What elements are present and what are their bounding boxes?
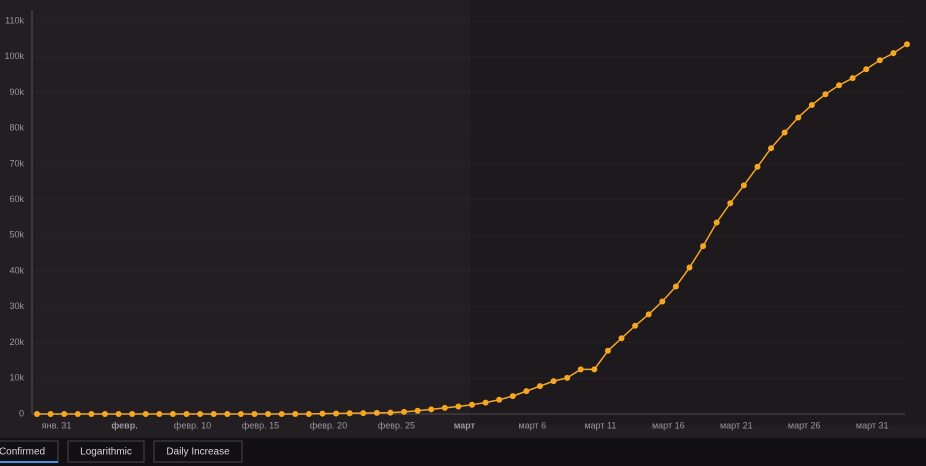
x-tick-label: февр. 25 xyxy=(378,420,415,430)
marker xyxy=(509,393,516,400)
marker xyxy=(373,409,380,416)
tab-label[interactable]: Confirmed xyxy=(0,447,45,458)
marker xyxy=(536,383,543,390)
x-tick-label: февр. 10 xyxy=(174,420,211,430)
x-tick-label: февр. xyxy=(111,420,137,430)
y-tick-label: 30k xyxy=(9,301,24,311)
y-tick-label: 50k xyxy=(9,230,24,240)
marker xyxy=(469,401,475,408)
marker xyxy=(550,378,557,385)
y-tick-label: 100k xyxy=(4,51,24,61)
marker xyxy=(863,66,870,73)
marker xyxy=(768,145,775,152)
marker xyxy=(795,114,802,121)
marker xyxy=(346,410,353,417)
marker xyxy=(876,57,883,64)
y-tick-label: 60k xyxy=(9,194,24,204)
x-tick-label: март 11 xyxy=(584,420,616,430)
marker xyxy=(836,82,843,89)
y-tick-label: 70k xyxy=(9,158,24,168)
marker xyxy=(197,411,204,417)
marker xyxy=(251,411,258,417)
y-tick-label: 0 xyxy=(19,408,24,418)
marker xyxy=(101,411,108,417)
marker xyxy=(74,411,81,417)
x-tick-label: март 31 xyxy=(856,420,889,430)
x-tick-label: февр. 15 xyxy=(242,420,279,430)
x-tick-label: янв. 31 xyxy=(42,420,72,430)
marker xyxy=(34,411,40,417)
marker xyxy=(618,335,625,342)
tab-button[interactable] xyxy=(153,440,243,463)
marker xyxy=(319,410,326,417)
marker xyxy=(672,283,679,290)
marker xyxy=(401,408,408,415)
marker xyxy=(455,403,462,410)
marker xyxy=(808,101,815,108)
marker xyxy=(523,388,530,395)
x-tick-label: март 16 xyxy=(652,420,685,430)
x-tick-label: март 6 xyxy=(519,420,547,430)
marker xyxy=(686,264,693,271)
marker xyxy=(224,411,231,417)
marker xyxy=(129,411,136,417)
tabs: Confirmed Logarithmic Daily Increase xyxy=(0,440,243,463)
marker xyxy=(577,366,584,373)
marker xyxy=(156,411,163,417)
marker xyxy=(890,50,897,57)
marker xyxy=(47,411,54,417)
x-tick-label: март xyxy=(454,420,476,430)
y-tick-label: 10k xyxy=(9,373,24,383)
marker xyxy=(183,411,190,417)
marker xyxy=(237,411,244,417)
x-tick-label: март 26 xyxy=(788,420,821,430)
tab-label[interactable]: Logarithmic xyxy=(80,447,132,458)
y-tick-label: 110k xyxy=(5,15,24,25)
marker xyxy=(904,41,910,48)
marker xyxy=(292,411,299,417)
marker xyxy=(482,399,489,406)
tab-label[interactable]: Daily Increase xyxy=(166,447,230,458)
marker xyxy=(822,91,829,98)
marker xyxy=(61,411,68,417)
marker xyxy=(849,75,856,82)
marker xyxy=(115,411,122,417)
marker xyxy=(265,411,272,417)
marker xyxy=(142,411,149,417)
x-tick-label: февр. 20 xyxy=(310,420,347,430)
marker xyxy=(754,163,761,170)
marker xyxy=(441,404,448,411)
plot-shade xyxy=(470,0,926,425)
marker xyxy=(169,411,176,417)
marker xyxy=(414,407,421,414)
marker xyxy=(496,396,503,403)
marker xyxy=(88,411,95,417)
marker xyxy=(210,411,217,417)
marker xyxy=(333,410,340,417)
y-tick-label: 40k xyxy=(9,265,24,275)
marker xyxy=(740,182,747,189)
y-tick-label: 90k xyxy=(9,87,24,97)
marker xyxy=(564,374,571,381)
marker xyxy=(659,298,666,305)
marker xyxy=(591,366,598,373)
marker xyxy=(604,347,611,354)
marker xyxy=(727,200,734,207)
x-tick-label: март 21 xyxy=(720,420,753,430)
marker xyxy=(700,243,707,250)
marker xyxy=(360,410,367,417)
tab-button[interactable] xyxy=(67,440,145,463)
y-tick-label: 20k xyxy=(9,337,24,347)
marker xyxy=(278,411,285,417)
marker xyxy=(713,219,720,226)
marker xyxy=(428,406,435,413)
marker xyxy=(632,322,639,329)
marker xyxy=(645,311,652,318)
y-tick-label: 80k xyxy=(9,123,24,133)
marker xyxy=(781,129,788,136)
marker xyxy=(387,409,394,416)
marker xyxy=(305,411,312,417)
